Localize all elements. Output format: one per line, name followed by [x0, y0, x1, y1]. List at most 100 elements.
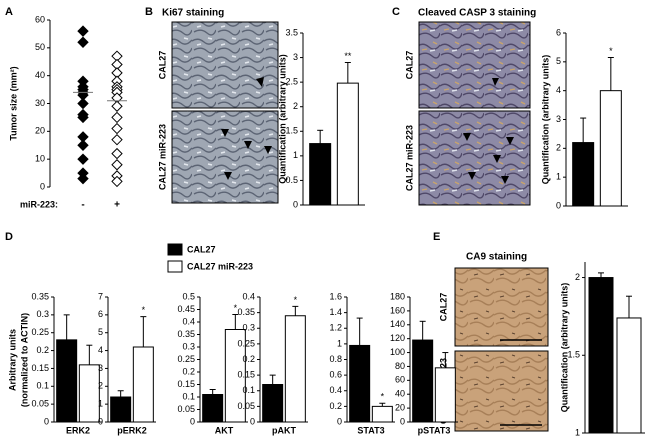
y-tick-label: 7	[98, 291, 103, 301]
bar	[262, 384, 284, 423]
y-tick-label: 1.2	[329, 323, 342, 333]
data-point	[111, 133, 123, 146]
panel-label: A	[5, 6, 13, 18]
bar	[56, 339, 78, 423]
y-tick-label: 6	[98, 309, 103, 319]
y-tick-label: 3	[556, 114, 561, 124]
y-tick-label: 50	[35, 42, 45, 52]
data-point	[77, 25, 89, 37]
image-title: Cleaved CASP 3 staining	[418, 8, 536, 19]
significance-label: *	[381, 392, 385, 402]
x-tick-label: +	[114, 200, 120, 211]
bar	[336, 82, 359, 206]
bar	[371, 405, 393, 423]
y-tick-label: 0	[44, 416, 49, 426]
y-tick-label: 0.15	[237, 370, 255, 380]
bar	[309, 143, 332, 206]
y-tick-label: 5	[556, 56, 561, 66]
y-tick-label: 0	[556, 200, 561, 210]
x-axis-label: miR-223:	[20, 199, 58, 209]
bar	[412, 339, 434, 423]
x-category-label: pAKT	[272, 425, 296, 435]
bar	[599, 90, 622, 207]
micrograph	[454, 267, 549, 347]
y-tick-label: 0.2	[182, 366, 195, 376]
y-tick-label: 0.2	[329, 401, 342, 411]
panel-label: E	[433, 231, 440, 243]
micrograph	[418, 110, 531, 206]
y-tick-label: 40	[395, 389, 405, 399]
y-tick-label: 0.45	[177, 304, 195, 314]
y-tick-label: 0	[293, 199, 298, 209]
y-tick-label: 2	[293, 101, 298, 111]
y-tick-label: 1.5	[285, 126, 298, 136]
image-title: Ki67 staining	[162, 8, 224, 19]
data-point	[111, 111, 123, 124]
significance-label: **	[344, 51, 352, 61]
y-tick-label: 60	[395, 375, 405, 385]
significance-label: *	[294, 295, 298, 305]
y-tick-label: 0.2	[242, 354, 255, 364]
y-tick-label: 1	[337, 338, 342, 348]
y-tick-label: 0.05	[177, 404, 195, 414]
y-tick-label: 3	[293, 52, 298, 62]
micrograph	[171, 21, 279, 109]
y-tick-label: 160	[390, 305, 405, 315]
y-tick-label: 0.25	[177, 354, 195, 364]
y-tick-label: 0.4	[242, 291, 255, 301]
y-tick-label: 0.4	[329, 385, 342, 395]
data-point	[111, 100, 123, 112]
image-title: CA9 staining	[466, 252, 527, 263]
y-tick-label: 3.5	[285, 27, 298, 37]
y-tick-label: 0.2	[36, 345, 49, 355]
image-row-label: CAL27	[404, 51, 414, 80]
data-point	[111, 175, 123, 188]
y-tick-label: 0.05	[237, 401, 255, 411]
data-point	[77, 139, 89, 151]
x-tick-label: -	[81, 200, 84, 211]
data-point	[111, 159, 123, 171]
y-tick-label: 0.35	[237, 307, 255, 317]
y-tick-label: 0.8	[329, 354, 342, 364]
y-tick-label: 0.25	[31, 327, 49, 337]
data-point	[77, 172, 89, 185]
microscopy-images	[171, 21, 549, 432]
y-axis-label: (normalized to ACTIN)	[19, 313, 29, 407]
y-tick-label: 0	[98, 416, 103, 426]
y-axis-label: Quantification (arbitrary units)	[277, 54, 287, 184]
y-tick-label: 0.1	[36, 381, 49, 391]
y-tick-label: 0.5	[285, 175, 298, 185]
y-tick-label: 6	[556, 27, 561, 37]
y-tick-label: 140	[390, 319, 405, 329]
image-row-label: CAL27 miR-223	[404, 125, 414, 191]
y-tick-label: 80	[395, 361, 405, 371]
x-category-label: pSTAT3	[418, 425, 451, 435]
y-tick-label: 1	[575, 427, 580, 437]
bar	[284, 315, 306, 423]
y-tick-label: 4	[556, 85, 561, 95]
y-tick-label: 0.6	[329, 370, 342, 380]
y-tick-label: 0	[40, 181, 45, 191]
bar	[588, 277, 614, 434]
y-tick-label: 100	[390, 347, 405, 357]
bar	[572, 142, 595, 207]
y-tick-label: 0	[400, 416, 405, 426]
y-tick-label: 5	[98, 327, 103, 337]
data-point	[111, 147, 123, 160]
bar	[202, 394, 224, 423]
y-tick-label: 0.1	[182, 391, 195, 401]
y-tick-label: 1	[293, 150, 298, 160]
y-tick-label: 0.15	[31, 363, 49, 373]
image-row-label: CAL27 miR-223	[157, 124, 167, 190]
y-tick-label: 60	[35, 14, 45, 24]
bar	[132, 346, 154, 423]
y-tick-label: 40	[35, 70, 45, 80]
micrograph	[171, 110, 279, 204]
y-tick-label: 0.25	[237, 338, 255, 348]
x-category-label: AKT	[215, 425, 234, 435]
data-point	[77, 36, 89, 48]
y-tick-label: 0.4	[182, 316, 195, 326]
y-tick-label: 1.6	[329, 291, 342, 301]
